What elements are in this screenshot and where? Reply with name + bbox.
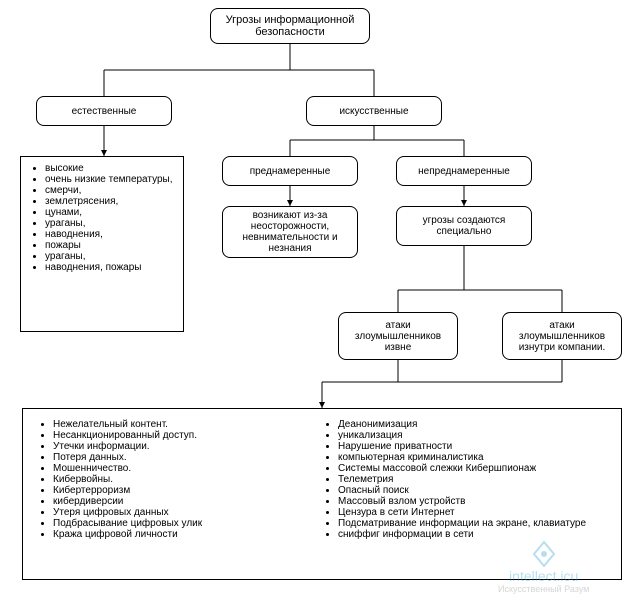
node-attack-outside: атаки злоумышленников извне: [338, 312, 458, 360]
artificial-threats-list: Нежелательный контент.Несанкционированны…: [22, 408, 622, 580]
node-intentional-desc: возникают из-за неосторожности, невнимат…: [222, 206, 358, 258]
node-attack-inside: атаки злоумышленников изнутри компании.: [502, 312, 622, 360]
list-item: Кибертерроризм: [53, 485, 322, 496]
node-unintentional-desc-label: угрозы создаются специально: [401, 215, 527, 237]
list-item: цунами,: [45, 207, 175, 218]
list-item: Подбрасывание цифровых улик: [53, 518, 322, 529]
list-item: Утеря цифровых данных: [53, 507, 322, 518]
node-unintentional-desc: угрозы создаются специально: [396, 206, 532, 246]
list-item: Нарушение приватности: [338, 441, 607, 452]
node-intentional: преднамеренные: [222, 156, 358, 186]
list-item: наводнения,: [45, 229, 175, 240]
list-item: Системы массовой слежки Кибершпионаж: [338, 463, 607, 474]
list-item: Потеря данных.: [53, 452, 322, 463]
list-item: Кибервойны.: [53, 474, 322, 485]
node-artificial-label: искусственные: [339, 106, 408, 117]
list-item: наводнения, пожары: [45, 262, 175, 273]
node-intentional-label: преднамеренные: [250, 166, 331, 177]
list-item: Кража цифровой личности: [53, 529, 322, 540]
list-item: Телеметрия: [338, 474, 607, 485]
list-item: Опасный поиск: [338, 485, 607, 496]
natural-threats-list: высокиеочень низкие температуры,смерчи,з…: [20, 156, 184, 332]
list-item: Несанкционированный доступ.: [53, 430, 322, 441]
node-attack-outside-label: атаки злоумышленников извне: [343, 320, 453, 353]
watermark-sub: Искусственный Разум: [498, 584, 589, 594]
node-unintentional-label: непреднамеренные: [418, 166, 510, 177]
list-item: ураганы,: [45, 218, 175, 229]
list-item: Деанонимизация: [338, 419, 607, 430]
list-item: землетрясения,: [45, 196, 175, 207]
list-item: ураганы,: [45, 251, 175, 262]
list-item: Мошенничество.: [53, 463, 322, 474]
list-item: компьютерная криминалистика: [338, 452, 607, 463]
node-root: Угрозы информационной безопасности: [210, 8, 370, 44]
node-intentional-desc-label: возникают из-за неосторожности, невнимат…: [227, 210, 353, 254]
node-natural-label: естественные: [72, 106, 137, 117]
list-item: Массовый взлом устройств: [338, 496, 607, 507]
list-item: кибердиверсии: [53, 496, 322, 507]
node-unintentional: непреднамеренные: [396, 156, 532, 186]
list-item: высокие: [45, 163, 175, 174]
threats-column-right: ДеанонимизацияуникализацияНарушение прив…: [322, 419, 607, 569]
list-item: Нежелательный контент.: [53, 419, 322, 430]
list-item: очень низкие температуры,: [45, 174, 175, 185]
node-root-label: Угрозы информационной безопасности: [215, 14, 365, 38]
node-natural: естественные: [36, 96, 172, 126]
list-item: смерчи,: [45, 185, 175, 196]
list-item: сниффиг информации в сети: [338, 529, 607, 540]
list-item: Утечки информации.: [53, 441, 322, 452]
list-item: Подсматривание информации на экране, кла…: [338, 518, 607, 529]
list-item: уникализация: [338, 430, 607, 441]
node-artificial: искусственные: [306, 96, 442, 126]
list-item: Цензура в сети Интернет: [338, 507, 607, 518]
node-attack-inside-label: атаки злоумышленников изнутри компании.: [507, 320, 617, 353]
list-item: пожары: [45, 240, 175, 251]
threats-column-left: Нежелательный контент.Несанкционированны…: [37, 419, 322, 569]
